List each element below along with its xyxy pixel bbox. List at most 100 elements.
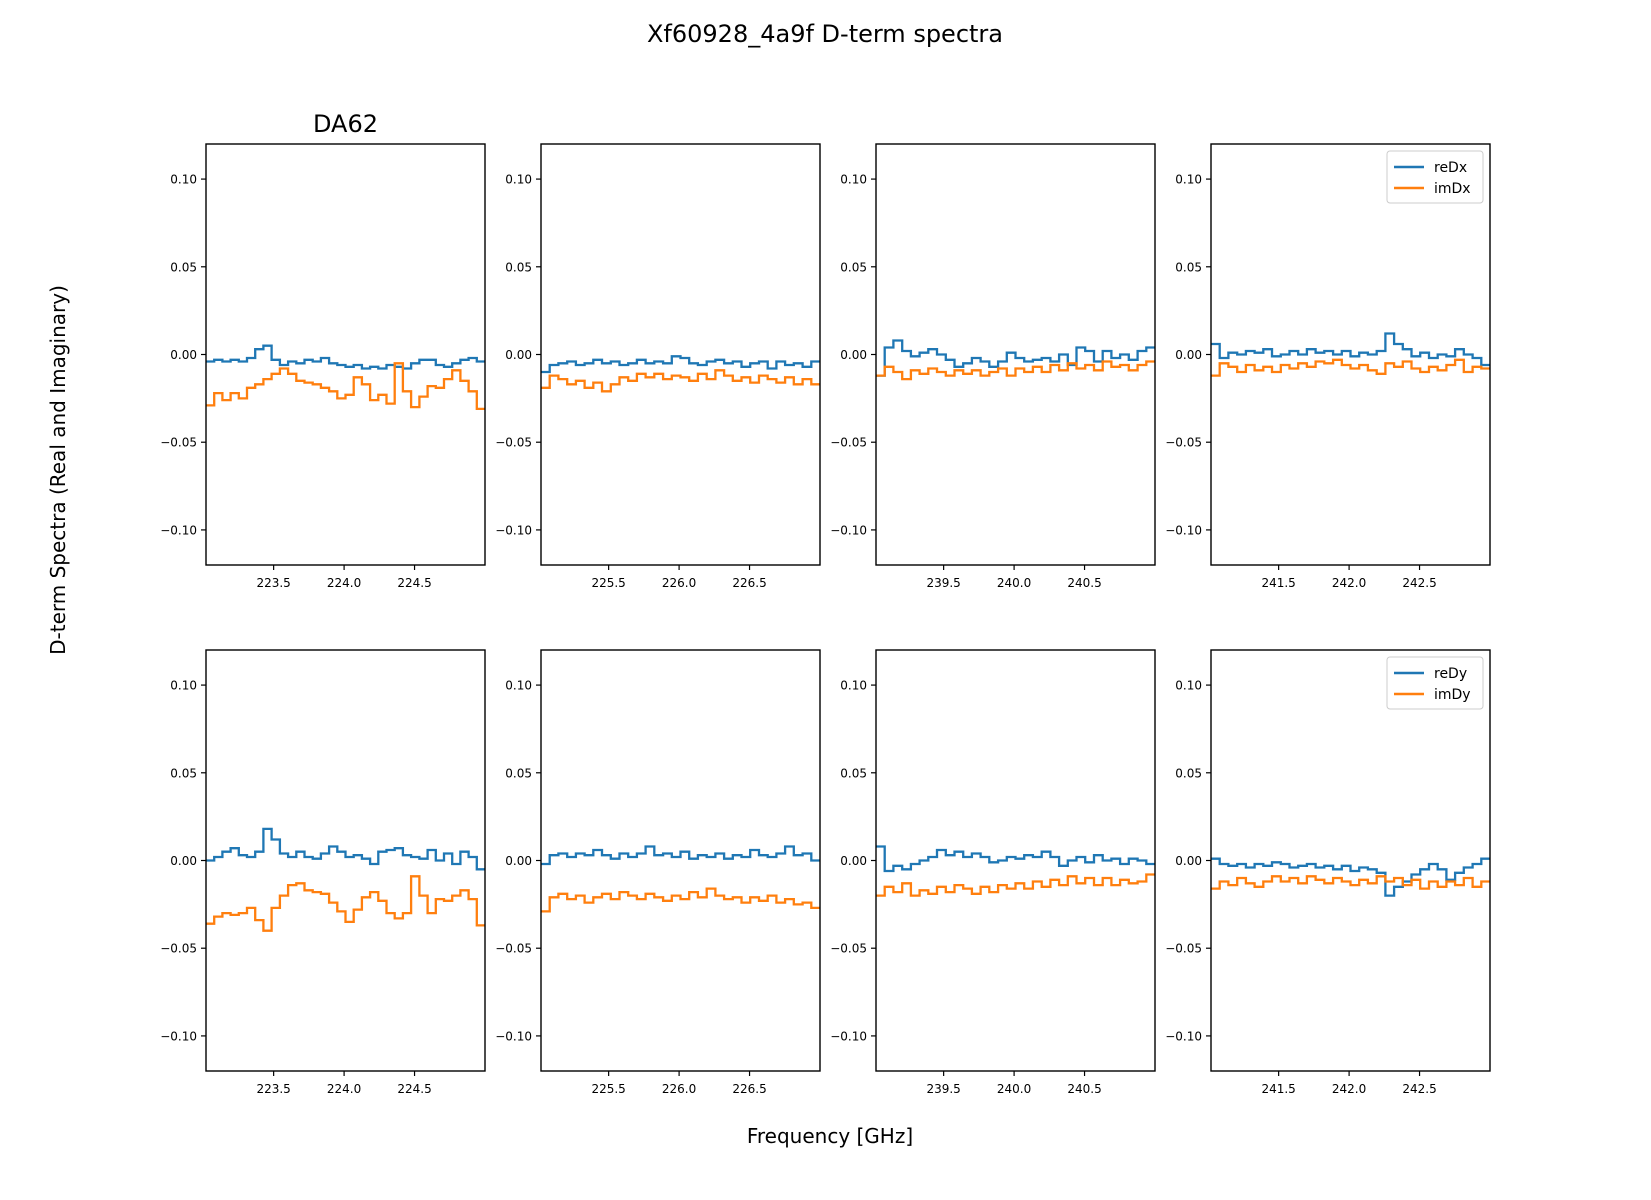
x-tick-label: 226.0 [662,576,696,590]
y-tick-label: −0.10 [160,523,197,537]
x-tick-label: 240.0 [997,576,1031,590]
series-line-0 [1211,857,1490,897]
legend-box [1386,150,1484,204]
y-tick-label: 0.10 [840,173,867,187]
y-tick-label: 0.05 [1175,766,1202,780]
series-line-0 [876,845,1155,873]
x-tick-label: 242.5 [1402,576,1436,590]
legend: reDx imDx [1386,150,1484,204]
x-tick-label: 225.5 [591,1082,625,1096]
subplot-1-2: 0.10 0.05 0.00 −0.05 −0.10 239.5 240.0 240.5 [830,649,1156,1096]
y-tick-label: 0.00 [505,854,532,868]
y-tick-label: 0.05 [170,766,197,780]
subplot-1-1: 0.10 0.05 0.00 −0.05 −0.10 225.5 226.0 226.5 [495,649,821,1096]
x-tick-label: 240.5 [1067,576,1101,590]
series-line-1 [206,362,485,411]
y-tick-label: −0.05 [160,436,197,450]
subplot-0-2: 0.10 0.05 0.00 −0.05 −0.10 239.5 240.0 240.5 [830,143,1156,590]
y-tick-label: −0.10 [495,523,532,537]
y-tick-label: −0.05 [830,942,867,956]
y-tick-label: 0.10 [505,173,532,187]
x-tick-label: 223.5 [256,1082,290,1096]
x-tick-label: 242.5 [1402,1082,1436,1096]
y-tick-label: 0.05 [170,260,197,274]
x-tick-label: 226.5 [732,1082,766,1096]
y-axis-label: D-term Spectra (Real and Imaginary) [46,285,70,655]
y-tick-label: 0.10 [840,679,867,693]
y-tick-label: −0.10 [1165,523,1202,537]
y-tick-label: 0.05 [505,260,532,274]
y-tick-label: 0.10 [170,173,197,187]
x-tick-label: 240.0 [997,1082,1031,1096]
y-tick-label: 0.10 [505,679,532,693]
x-tick-label: 240.5 [1067,1082,1101,1096]
figure-title: Xf60928_4a9f D-term spectra [647,20,1003,48]
series-line-1 [1211,358,1490,377]
series-line-0 [1211,332,1490,367]
x-tick-label: 226.0 [662,1082,696,1096]
subplot-1-3: 0.10 0.05 0.00 −0.05 −0.10 241.5 242.0 242.5 reD… [1165,649,1491,1096]
y-tick-label: −0.10 [830,1029,867,1043]
y-tick-label: 0.00 [170,854,197,868]
y-tick-label: −0.05 [830,436,867,450]
legend: reDy imDy [1386,656,1484,710]
series-line-0 [206,344,485,370]
y-tick-label: 0.05 [1175,260,1202,274]
legend-label: reDx [1434,160,1467,176]
subplot-0-0: 0.10 0.05 0.00 −0.05 −0.10 223.5 224.0 224.5 DA6… [160,110,486,590]
series-line-0 [206,827,485,871]
x-tick-label: 239.5 [926,576,960,590]
y-tick-label: −0.05 [495,436,532,450]
x-tick-label: 241.5 [1261,1082,1295,1096]
series-line-0 [876,339,1155,377]
x-tick-label: 224.5 [397,1082,431,1096]
series-line-0 [541,355,820,374]
series-line-1 [1211,875,1490,890]
x-tick-label: 241.5 [1261,576,1295,590]
y-tick-label: −0.10 [160,1029,197,1043]
subplot-0-3: 0.10 0.05 0.00 −0.05 −0.10 241.5 242.0 242.5 reD… [1165,143,1491,590]
y-tick-label: −0.05 [1165,436,1202,450]
series-line-1 [206,875,485,932]
y-tick-label: 0.10 [1175,173,1202,187]
subplot-0-1: 0.10 0.05 0.00 −0.05 −0.10 225.5 226.0 226.5 [495,143,821,590]
y-tick-label: 0.10 [1175,679,1202,693]
series-line-1 [541,887,820,913]
y-tick-label: 0.00 [840,854,867,868]
subplot-title: DA62 [313,110,378,138]
y-tick-label: −0.05 [1165,942,1202,956]
y-tick-label: 0.05 [840,766,867,780]
x-tick-label: 224.0 [327,576,361,590]
y-tick-label: 0.00 [170,348,197,362]
y-tick-label: 0.00 [505,348,532,362]
subplot-grid: 0.10 0.05 0.00 −0.05 −0.10 223.5 224.0 224.5 DA6… [160,110,1491,1096]
x-axis-label: Frequency [GHz] [747,1124,913,1148]
x-tick-label: 239.5 [926,1082,960,1096]
x-tick-label: 224.0 [327,1082,361,1096]
y-tick-label: −0.10 [495,1029,532,1043]
x-tick-label: 225.5 [591,576,625,590]
y-tick-label: 0.05 [840,260,867,274]
y-tick-label: 0.00 [840,348,867,362]
y-tick-label: −0.05 [160,942,197,956]
y-tick-label: −0.10 [1165,1029,1202,1043]
y-tick-label: 0.00 [1175,348,1202,362]
x-tick-label: 223.5 [256,576,290,590]
x-tick-label: 242.0 [1332,1082,1366,1096]
legend-box [1386,656,1484,710]
legend-label: imDx [1434,181,1471,197]
series-line-0 [541,845,820,866]
subplot-1-0: 0.10 0.05 0.00 −0.05 −0.10 223.5 224.0 224.5 [160,649,486,1096]
legend-label: imDy [1434,687,1471,703]
x-tick-label: 242.0 [1332,576,1366,590]
legend-label: reDy [1434,666,1467,682]
series-line-1 [876,360,1155,381]
x-tick-label: 226.5 [732,576,766,590]
x-tick-label: 224.5 [397,576,431,590]
y-tick-label: 0.00 [1175,854,1202,868]
y-tick-label: −0.10 [830,523,867,537]
y-tick-label: −0.05 [495,942,532,956]
series-line-1 [541,369,820,393]
